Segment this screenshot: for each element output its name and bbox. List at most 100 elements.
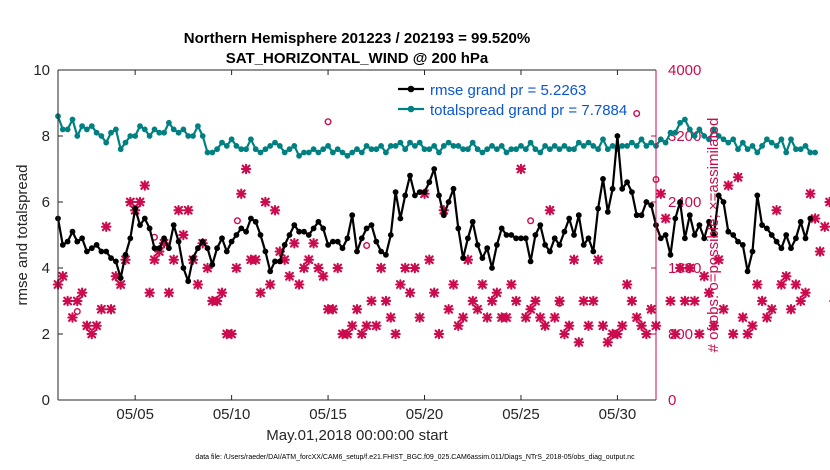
totalspread-point	[325, 143, 331, 149]
rmse-point	[542, 242, 548, 248]
totalspread-point	[238, 146, 245, 153]
rmse-point	[739, 242, 746, 248]
totalspread-point	[484, 146, 491, 153]
obs-assimilated-marker	[616, 320, 628, 331]
totalspread-point	[522, 146, 529, 153]
totalspread-point	[146, 133, 153, 139]
totalspread-point	[137, 123, 143, 129]
obs-assimilated-marker	[665, 295, 676, 307]
rmse-point	[320, 225, 327, 232]
totalspread-point	[108, 129, 114, 136]
rmse-point	[325, 242, 331, 248]
legend-spread-marker	[407, 105, 415, 113]
totalspread-point	[764, 136, 770, 143]
y-tick-label-right: 4000	[668, 62, 701, 79]
obs-assimilated-marker	[679, 295, 691, 307]
obs-assimilated-marker	[448, 279, 459, 290]
totalspread-point	[98, 133, 105, 139]
rmse-point	[566, 215, 573, 222]
totalspread-point	[720, 136, 727, 143]
obs-assimilated-marker	[559, 328, 570, 340]
totalspread-point	[580, 143, 587, 149]
rmse-point	[276, 258, 283, 265]
totalspread-point	[547, 146, 553, 153]
totalspread-point	[542, 143, 548, 149]
totalspread-point	[518, 143, 524, 149]
rmse-point	[677, 199, 683, 205]
rmse-point	[730, 232, 737, 238]
obs-assimilated-marker	[462, 254, 474, 265]
rmse-point	[330, 238, 336, 245]
totalspread-point	[190, 133, 196, 139]
obs-assimilated-marker	[443, 304, 454, 315]
rmse-point	[571, 232, 577, 238]
obs-assimilated-marker	[747, 320, 758, 331]
obs-assimilated-marker	[293, 279, 305, 290]
rmse-point	[532, 232, 539, 238]
obs-assimilated-marker	[766, 304, 777, 315]
rmse-point	[74, 238, 81, 245]
totalspread-point	[498, 143, 505, 149]
obs-assimilated-marker	[231, 262, 242, 274]
totalspread-point	[436, 149, 442, 156]
rmse-point	[696, 222, 703, 229]
rmse-point	[98, 248, 105, 255]
totalspread-point	[383, 149, 389, 156]
totalspread-point	[445, 139, 452, 146]
totalspread-point	[402, 146, 409, 153]
rmse-point	[108, 255, 114, 261]
rmse-point	[440, 212, 447, 219]
totalspread-point	[662, 139, 669, 146]
totalspread-point	[378, 143, 384, 149]
rmse-point	[248, 215, 254, 222]
rmse-point	[802, 235, 809, 242]
totalspread-point	[339, 149, 346, 156]
obs-assimilated-marker	[655, 188, 667, 199]
rmse-point	[310, 225, 317, 232]
rmse-point	[228, 238, 235, 245]
rmse-point	[455, 225, 462, 232]
rmse-point	[334, 238, 341, 245]
totalspread-point	[590, 143, 597, 149]
x-tick-label: 05/15	[309, 406, 347, 423]
obs-assimilated-marker	[424, 254, 435, 265]
obs-assimilated-marker	[62, 295, 73, 307]
obs-assimilated-marker	[158, 238, 170, 249]
rmse-point	[518, 235, 524, 242]
obs-assimilated-marker	[125, 196, 136, 208]
totalspread-point	[397, 139, 404, 146]
totalspread-point	[175, 129, 182, 136]
rmse-point	[127, 235, 134, 242]
rmse-point	[783, 232, 790, 238]
rmse-point	[788, 245, 794, 252]
obs-assimilated-marker	[303, 254, 315, 265]
obs-assimilated-marker	[539, 320, 551, 331]
rmse-point	[436, 192, 442, 199]
obs-assimilated-marker	[549, 312, 560, 323]
rmse-point	[113, 258, 119, 265]
rmse-point	[383, 251, 389, 258]
totalspread-point	[575, 139, 582, 146]
totalspread-point	[455, 143, 462, 149]
rmse-point	[754, 192, 761, 199]
totalspread-point	[657, 136, 664, 143]
totalspread-point	[156, 129, 163, 136]
totalspread-point	[686, 126, 693, 133]
y-axis-label-right: # of obs: o=possible; ×=assimilated	[705, 118, 722, 353]
totalspread-point	[494, 146, 500, 153]
totalspread-point	[426, 146, 433, 153]
rmse-point	[547, 248, 553, 255]
totalspread-point	[450, 143, 457, 149]
rmse-point	[199, 238, 206, 245]
obs-assimilated-marker	[317, 271, 329, 282]
totalspread-point	[305, 149, 312, 156]
totalspread-point	[629, 139, 635, 146]
rmse-point	[392, 189, 399, 196]
obs-assimilated-marker	[110, 271, 122, 282]
y-tick-label-left: 6	[42, 194, 50, 211]
totalspread-point	[701, 133, 708, 139]
obs-assimilated-marker	[718, 304, 729, 315]
totalspread-point	[310, 146, 317, 153]
rmse-point	[556, 242, 563, 248]
totalspread-point	[711, 126, 717, 133]
